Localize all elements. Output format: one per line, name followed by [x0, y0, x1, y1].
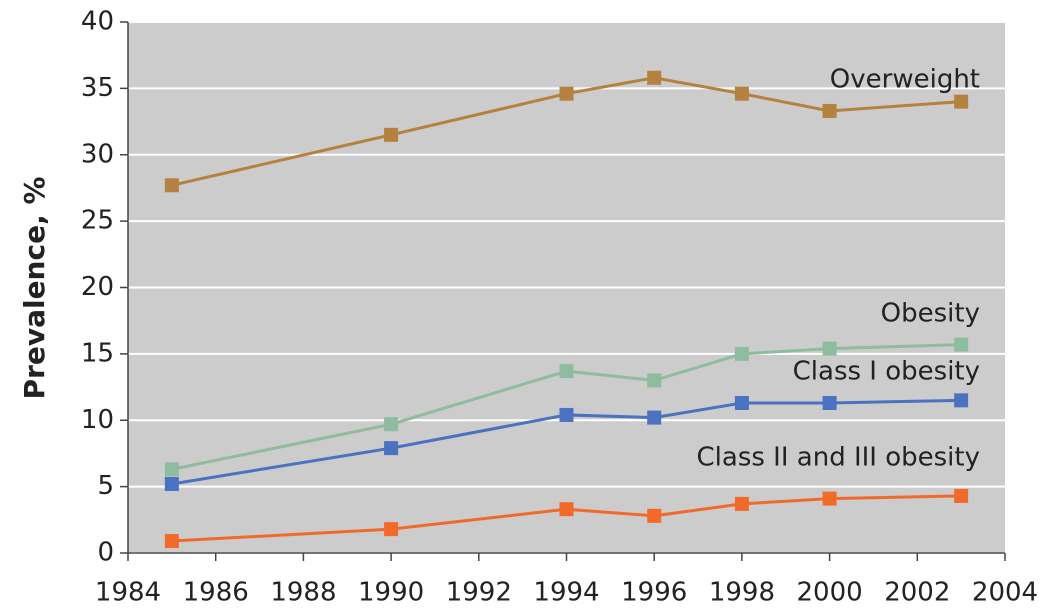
- point-marker: [384, 417, 399, 432]
- y-tick-label: 15: [81, 338, 114, 368]
- y-tick-label: 40: [81, 7, 114, 37]
- y-tick-label: 25: [81, 206, 114, 236]
- point-marker: [384, 522, 399, 537]
- y-tick-label: 5: [97, 471, 114, 501]
- x-tick-label: 1992: [446, 578, 512, 608]
- point-marker: [559, 407, 574, 422]
- x-tick-label: 1990: [358, 578, 424, 608]
- point-marker: [647, 373, 662, 388]
- point-marker: [164, 462, 179, 477]
- x-tick-label: 2004: [972, 578, 1038, 608]
- point-marker: [954, 337, 969, 352]
- point-marker: [954, 94, 969, 109]
- point-marker: [954, 488, 969, 503]
- point-marker: [822, 341, 837, 356]
- x-tick-label: 1994: [533, 578, 599, 608]
- x-tick-label: 1986: [183, 578, 249, 608]
- series-label: Class II and III obesity: [697, 443, 980, 473]
- series-label: Overweight: [830, 65, 980, 95]
- point-marker: [559, 86, 574, 101]
- point-marker: [822, 103, 837, 118]
- point-marker: [822, 395, 837, 410]
- point-marker: [647, 410, 662, 425]
- x-tick-label: 1998: [709, 578, 775, 608]
- x-tick-label: 1984: [95, 578, 161, 608]
- point-marker: [734, 395, 749, 410]
- series-label: Obesity: [881, 299, 980, 329]
- point-marker: [559, 502, 574, 517]
- x-tick-label: 2002: [884, 578, 950, 608]
- point-marker: [164, 476, 179, 491]
- x-tick-label: 2000: [797, 578, 863, 608]
- point-marker: [164, 178, 179, 193]
- x-tick-label: 1996: [621, 578, 687, 608]
- point-marker: [734, 346, 749, 361]
- point-marker: [822, 491, 837, 506]
- y-tick-label: 20: [81, 272, 114, 302]
- x-tick-label: 1988: [270, 578, 336, 608]
- y-axis-title: Prevalence, %: [18, 176, 51, 399]
- point-marker: [384, 441, 399, 456]
- y-tick-label: 0: [97, 538, 114, 568]
- y-tick-label: 10: [81, 405, 114, 435]
- point-marker: [647, 70, 662, 85]
- y-tick-label: 30: [81, 139, 114, 169]
- point-marker: [384, 127, 399, 142]
- series-label: Class I obesity: [793, 357, 980, 387]
- point-marker: [734, 496, 749, 511]
- point-marker: [559, 364, 574, 379]
- y-tick-label: 35: [81, 73, 114, 103]
- point-marker: [954, 393, 969, 408]
- point-marker: [647, 508, 662, 523]
- point-marker: [164, 534, 179, 549]
- point-marker: [734, 86, 749, 101]
